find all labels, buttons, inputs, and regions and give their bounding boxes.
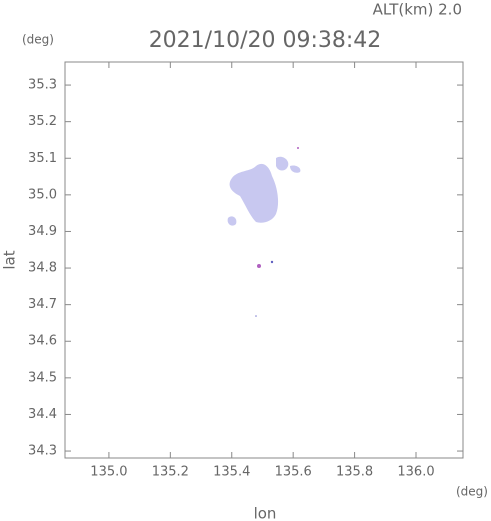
echo-blob	[290, 165, 301, 173]
y-tick-label: 34.7	[28, 297, 57, 312]
y-tick-label: 34.4	[28, 407, 57, 422]
echo-blob	[227, 216, 237, 226]
y-tick-label: 34.9	[28, 224, 57, 239]
y-tick-label: 35.2	[28, 114, 57, 129]
y-axis-label: lat	[1, 250, 19, 269]
x-tick-label: 136.0	[397, 465, 434, 480]
y-tick-label: 35.3	[28, 78, 57, 93]
echo-dot	[297, 147, 299, 149]
echo-regions	[227, 147, 301, 317]
y-tick-label: 34.6	[28, 334, 57, 349]
y-unit: (deg)	[22, 33, 54, 47]
x-tick-label: 135.4	[213, 465, 250, 480]
x-tick-label: 135.6	[275, 465, 312, 480]
echo-dot	[270, 260, 274, 264]
x-unit: (deg)	[456, 485, 488, 499]
y-tick-label: 34.5	[28, 370, 57, 385]
x-tick-label: 135.8	[336, 465, 373, 480]
echo-blob	[229, 163, 279, 223]
echo-blob	[276, 156, 289, 171]
x-tick-label: 135.2	[152, 465, 189, 480]
chart-title: 2021/10/20 09:38:42	[149, 28, 382, 53]
x-tick-label: 135.0	[90, 465, 127, 480]
plot-frame	[64, 61, 464, 459]
y-tick-label: 35.1	[28, 151, 57, 166]
echo-dot	[255, 315, 257, 317]
y-tick-label: 34.3	[28, 444, 57, 459]
altitude-label: ALT(km) 2.0	[373, 1, 462, 19]
echo-dot	[257, 264, 261, 268]
x-axis-label: lon	[254, 505, 277, 521]
y-tick-label: 35.0	[28, 187, 57, 202]
y-tick-label: 34.8	[28, 261, 57, 276]
